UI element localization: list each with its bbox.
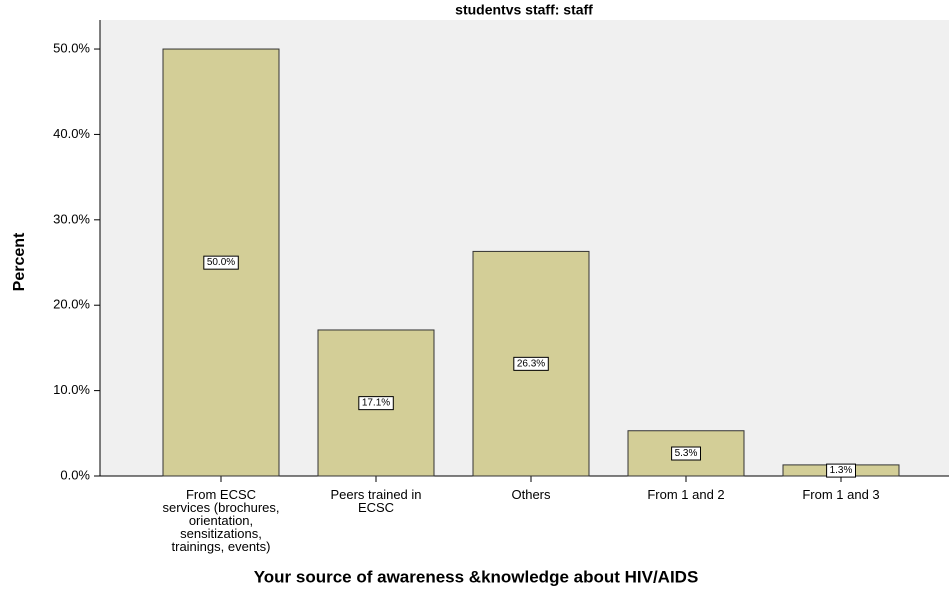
y-tick-label: 0.0% bbox=[60, 467, 90, 482]
value-label-box bbox=[826, 463, 857, 478]
y-tick-label: 20.0% bbox=[53, 297, 90, 312]
x-tick-label: From 1 and 3 bbox=[802, 487, 880, 502]
value-label-box bbox=[203, 255, 239, 270]
y-tick-label: 30.0% bbox=[53, 211, 90, 226]
y-tick-label: 50.0% bbox=[53, 40, 90, 55]
value-label: 5.3% bbox=[675, 448, 698, 459]
x-axis-title: Your source of awareness &knowledge abou… bbox=[254, 567, 699, 586]
x-tick-label: Peers trained in ECSC bbox=[330, 487, 422, 515]
y-tick-label: 40.0% bbox=[53, 126, 90, 141]
value-label: 50.0% bbox=[207, 257, 235, 268]
value-label: 17.1% bbox=[362, 398, 390, 409]
value-label: 26.3% bbox=[517, 358, 545, 369]
y-axis-title: Percent bbox=[11, 232, 28, 291]
chart-title: studentvs staff: staff bbox=[455, 2, 593, 18]
x-tick-label: Others bbox=[511, 487, 551, 502]
y-tick-label: 10.0% bbox=[53, 382, 90, 397]
x-tick-label: From 1 and 2 bbox=[647, 487, 725, 502]
value-label-box bbox=[671, 446, 702, 461]
value-label: 1.3% bbox=[830, 465, 853, 476]
value-label-box bbox=[358, 396, 394, 411]
value-label-box bbox=[513, 356, 549, 371]
x-tick-label: From ECSC services (brochures, orientati… bbox=[162, 487, 280, 554]
bar bbox=[627, 430, 745, 477]
